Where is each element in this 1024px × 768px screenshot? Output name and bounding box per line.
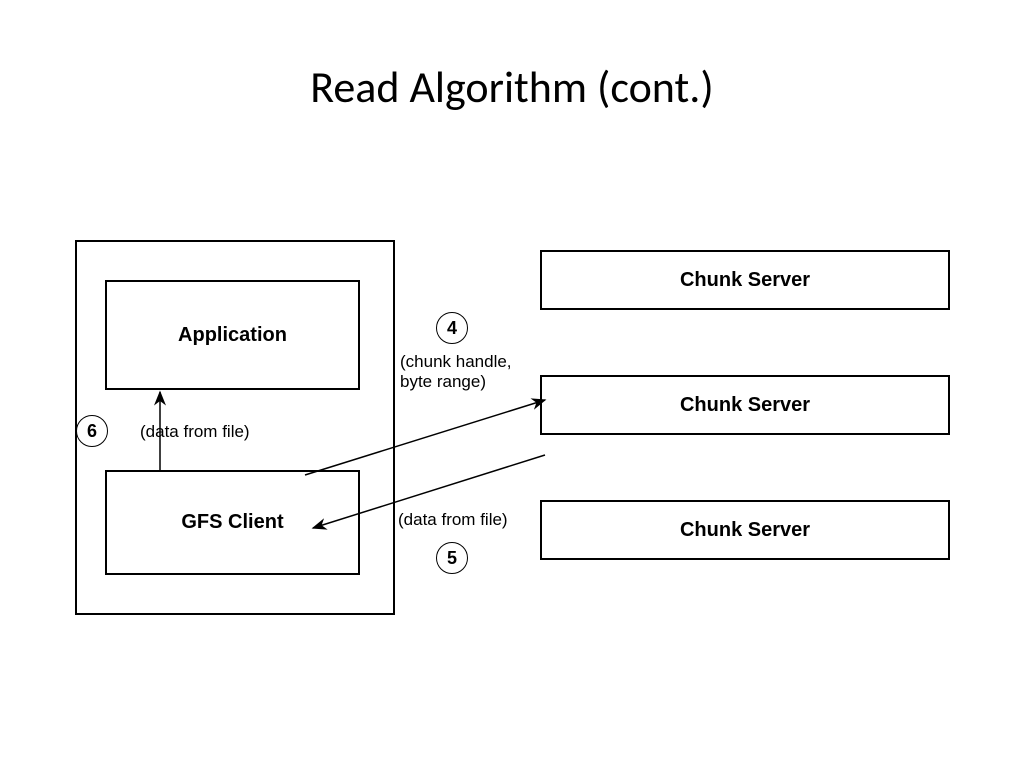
node-chunk-server-1: Chunk Server bbox=[540, 250, 950, 310]
annot-5: (data from file) bbox=[398, 510, 508, 530]
step-6-num: 6 bbox=[87, 421, 97, 442]
node-chunk-server-3: Chunk Server bbox=[540, 500, 950, 560]
node-gfs-client-label: GFS Client bbox=[181, 511, 283, 534]
annot-4-line1: (chunk handle, bbox=[400, 352, 512, 372]
annot-4: (chunk handle, byte range) bbox=[400, 352, 512, 393]
annot-6: (data from file) bbox=[140, 422, 250, 442]
node-chunk-server-3-label: Chunk Server bbox=[680, 519, 810, 542]
node-gfs-client: GFS Client bbox=[105, 470, 360, 575]
step-4-num: 4 bbox=[447, 318, 457, 339]
node-chunk-server-1-label: Chunk Server bbox=[680, 269, 810, 292]
step-5-num: 5 bbox=[447, 548, 457, 569]
step-4-badge: 4 bbox=[436, 312, 468, 344]
node-chunk-server-2: Chunk Server bbox=[540, 375, 950, 435]
step-6-badge: 6 bbox=[76, 415, 108, 447]
slide-title: Read Algorithm (cont.) bbox=[0, 60, 1024, 114]
node-application-label: Application bbox=[178, 324, 287, 347]
slide: Read Algorithm (cont.) Application GFS C… bbox=[0, 0, 1024, 768]
node-application: Application bbox=[105, 280, 360, 390]
annot-4-line2: byte range) bbox=[400, 372, 512, 392]
step-5-badge: 5 bbox=[436, 542, 468, 574]
node-chunk-server-2-label: Chunk Server bbox=[680, 394, 810, 417]
